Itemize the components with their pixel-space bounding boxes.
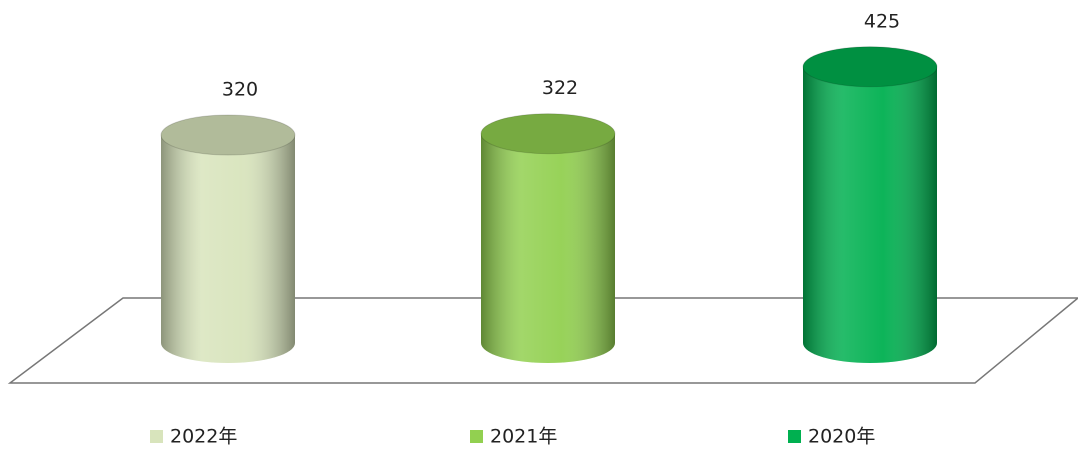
cylinder-top	[160, 114, 296, 156]
data-label: 425	[864, 10, 900, 32]
legend-label: 2021年	[490, 426, 557, 448]
legend-swatch	[470, 430, 483, 443]
data-label: 320	[222, 79, 258, 101]
cylinder-shading	[803, 66, 937, 363]
cylinder-top	[480, 113, 616, 155]
legend-label: 2022年	[170, 426, 237, 448]
cylinder-top-shade	[803, 46, 937, 87]
legend-label: 2020年	[808, 426, 875, 448]
legend-swatch	[150, 430, 163, 443]
floor	[7, 297, 1078, 384]
legend-swatch	[788, 430, 801, 443]
cylinder-shading	[481, 133, 615, 363]
cylinder-top-shade	[161, 115, 295, 155]
cylinder-shading	[161, 135, 295, 363]
data-label: 322	[542, 77, 578, 99]
cylinder-top-shade	[481, 113, 615, 154]
cylinder-top	[802, 46, 938, 88]
